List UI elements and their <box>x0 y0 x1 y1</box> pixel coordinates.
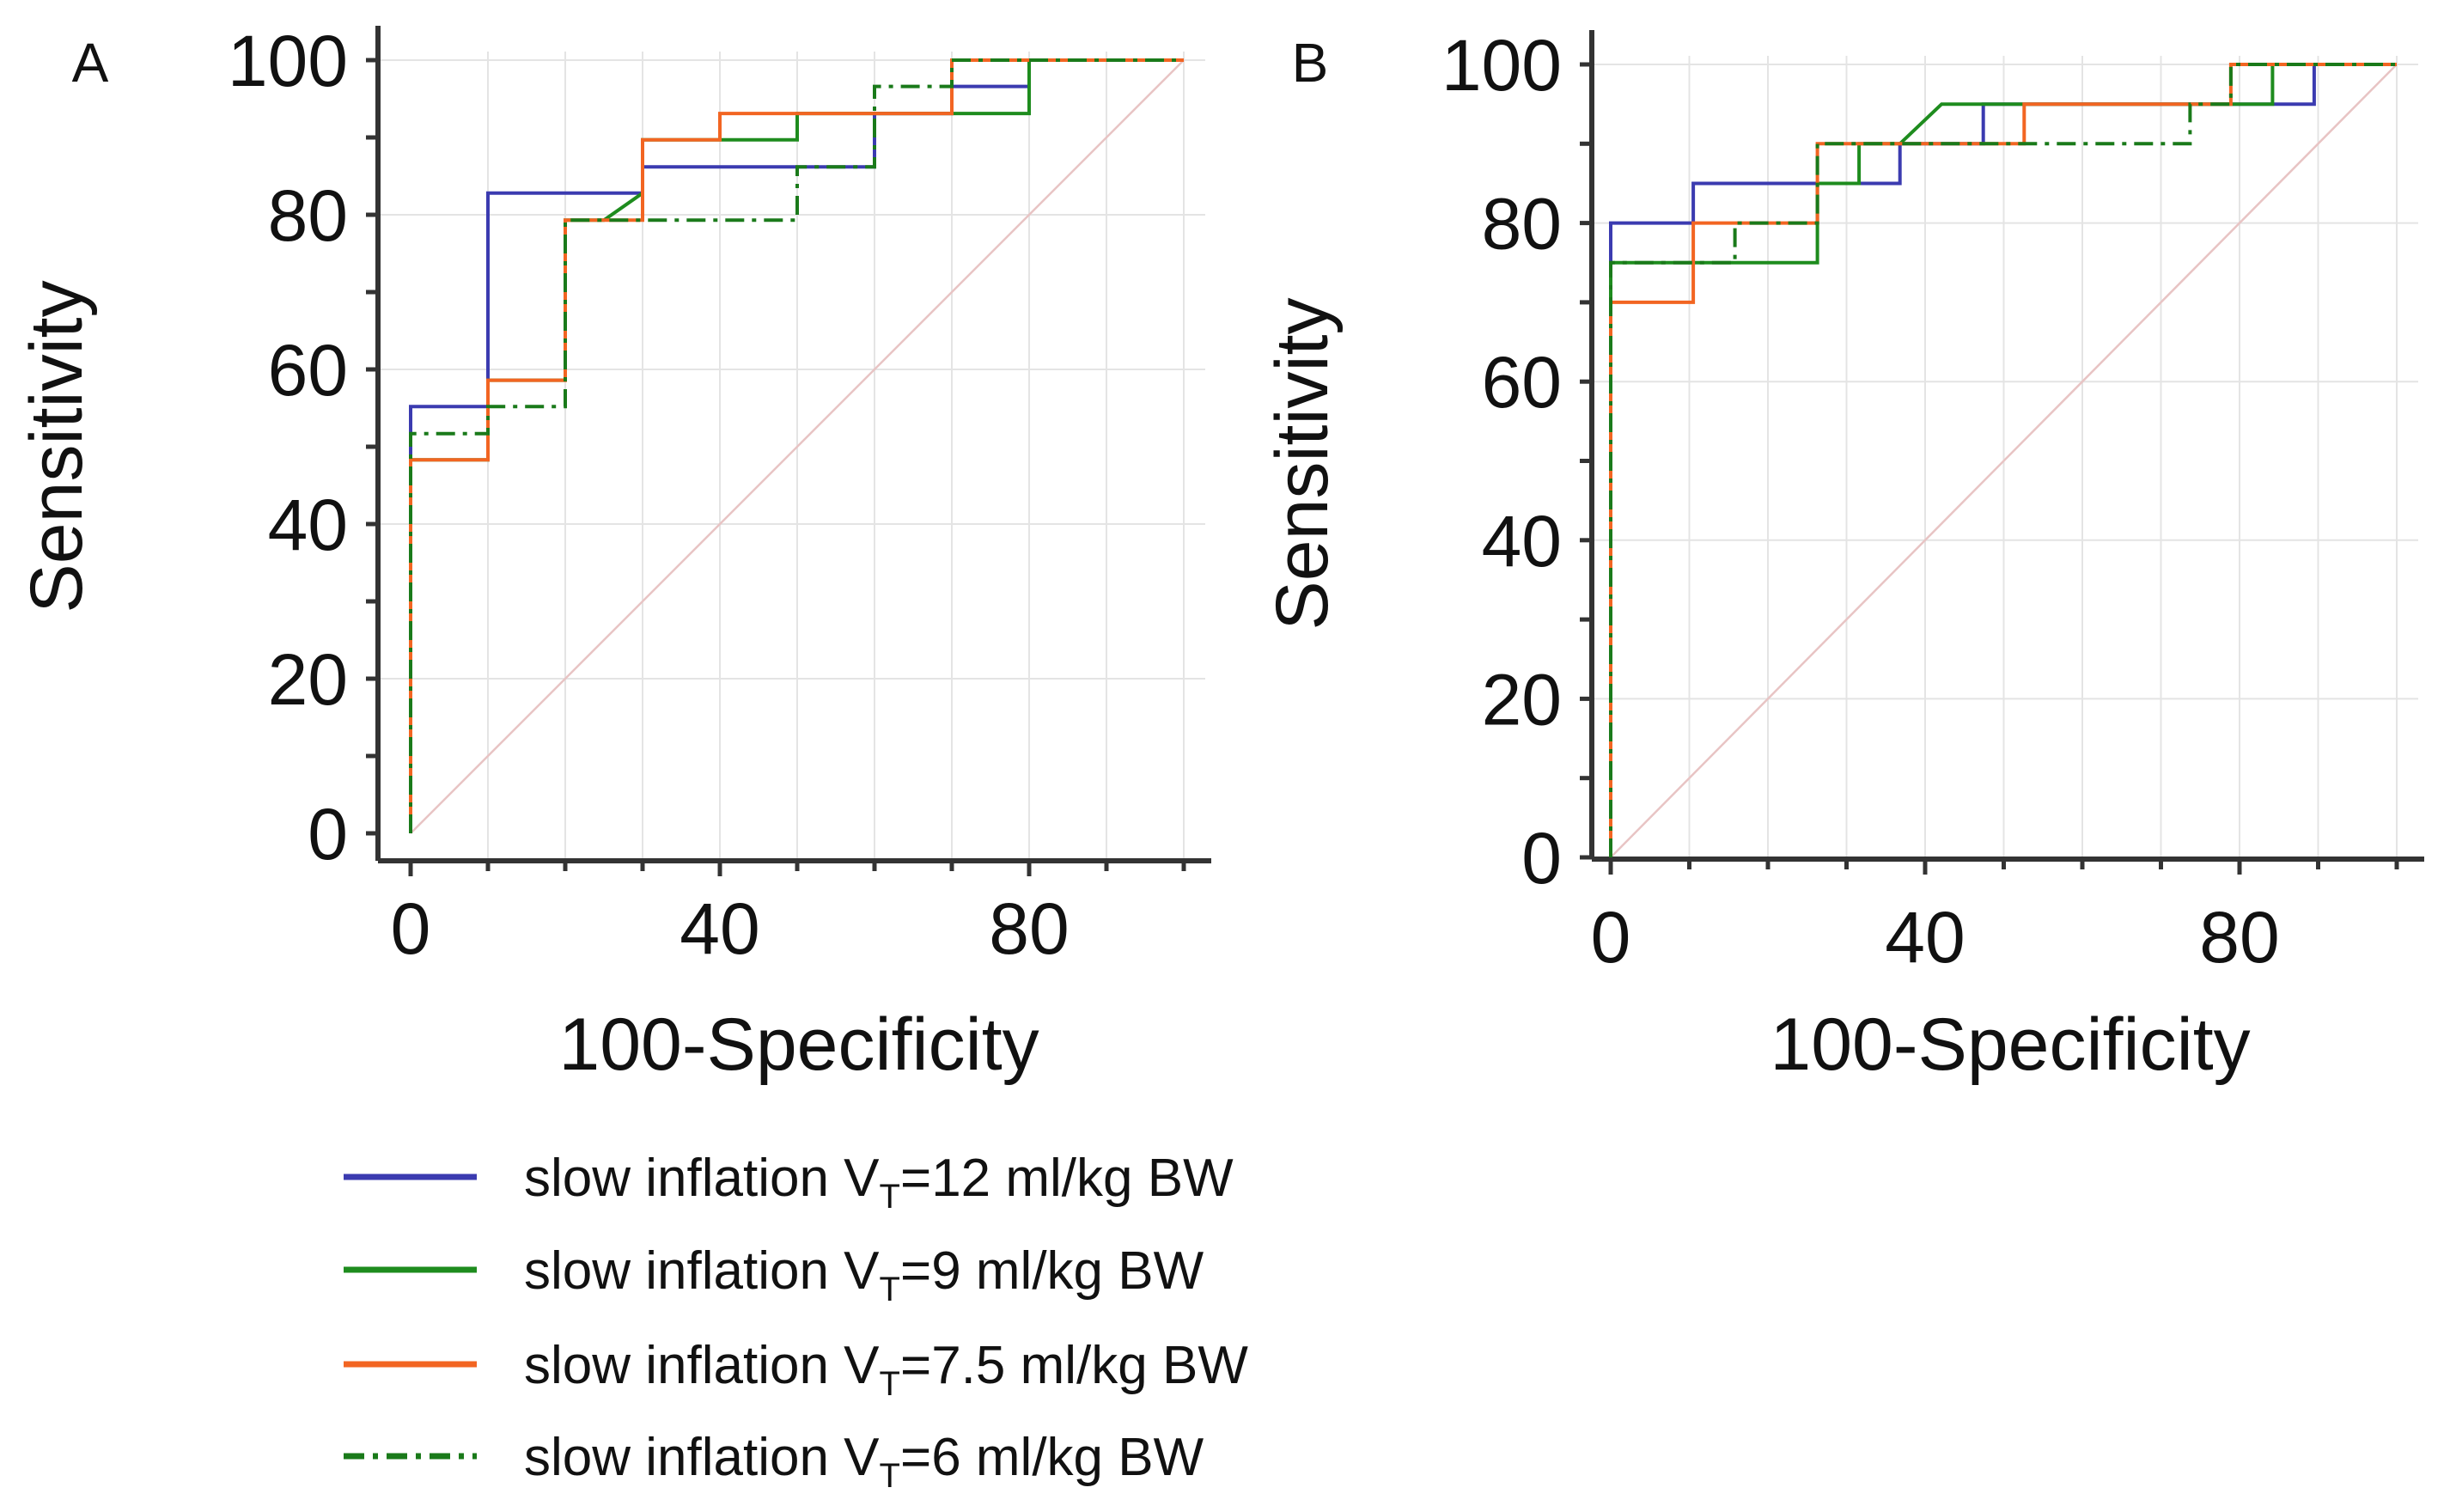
legend-label-prefix: slow inflation V <box>524 1336 880 1395</box>
panel-letter: A <box>72 32 109 94</box>
legend-label-prefix: slow inflation V <box>524 1241 880 1301</box>
roc-curve-a-series-3 <box>409 58 1184 833</box>
y-tick-label: 80 <box>268 175 348 256</box>
y-tick-label: 100 <box>228 21 348 101</box>
panel-a: 0 40 80 0 20 40 60 80 100 A 100-Specificity Sensiti… <box>15 21 1211 1086</box>
y-tick-label: 60 <box>1482 342 1562 423</box>
y-tick-label: 80 <box>1482 184 1562 265</box>
legend-label-suffix: =9 ml/kg BW <box>900 1241 1204 1301</box>
panel-b: 0 40 80 0 20 40 60 80 100 B 100-Specificity Sensiti… <box>1261 25 2424 1086</box>
legend-label: slow inflation VT=12 ml/kg BW <box>524 1149 1234 1216</box>
legend-label-suffix: =7.5 ml/kg BW <box>900 1336 1248 1395</box>
reference-diagonal <box>1610 64 2398 858</box>
legend-label-suffix: =12 ml/kg BW <box>900 1149 1234 1208</box>
y-tick-label: 100 <box>1441 25 1562 106</box>
y-tick-label: 0 <box>308 794 348 875</box>
y-tick-label: 40 <box>268 485 348 565</box>
legend-label-subscript: T <box>880 1457 900 1495</box>
y-tick-label: 20 <box>268 639 348 720</box>
x-axis-title: 100-Specificity <box>1770 1003 2250 1086</box>
x-tick-label: 80 <box>2199 897 2279 978</box>
legend-label-subscript: T <box>880 1365 900 1403</box>
x-tick-label: 80 <box>989 888 1069 969</box>
x-axis-title: 100-Specificity <box>558 1003 1039 1086</box>
legend-label: slow inflation VT=7.5 ml/kg BW <box>524 1336 1248 1403</box>
legend-label: slow inflation VT=6 ml/kg BW <box>524 1428 1204 1495</box>
legend-label-suffix: =6 ml/kg BW <box>900 1428 1204 1487</box>
legend-label: slow inflation VT=9 ml/kg BW <box>524 1241 1204 1308</box>
legend-label-subscript: T <box>880 1271 900 1308</box>
y-tick-label: 0 <box>1521 818 1562 899</box>
panel-letter: B <box>1292 32 1329 94</box>
legend-label-subscript: T <box>880 1178 900 1216</box>
x-tick-label: 40 <box>1885 897 1965 978</box>
roc-curve-b-series-3 <box>1609 63 2397 857</box>
roc-curve-a-series-4 <box>409 58 1184 833</box>
x-tick-label: 40 <box>680 888 759 969</box>
y-tick-label: 20 <box>1482 659 1562 740</box>
y-axis-title: Sensitivity <box>15 280 98 613</box>
y-tick-label: 40 <box>1482 501 1562 582</box>
legend-label-prefix: slow inflation V <box>524 1149 880 1208</box>
y-axis-title: Sensitivity <box>1261 297 1344 630</box>
x-tick-label: 0 <box>391 888 431 969</box>
x-tick-label: 0 <box>1591 897 1631 978</box>
legend-label-prefix: slow inflation V <box>524 1428 880 1487</box>
y-tick-label: 60 <box>268 330 348 411</box>
reference-diagonal <box>410 59 1185 834</box>
